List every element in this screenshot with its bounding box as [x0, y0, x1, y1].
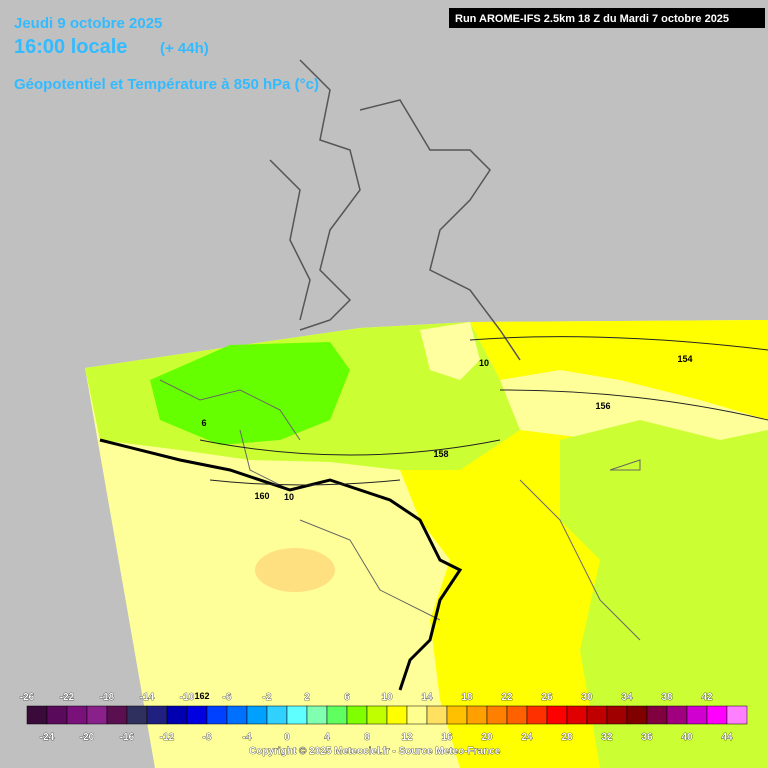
scale-label: -22: [60, 692, 75, 703]
lead-time: (+ 44h): [160, 40, 209, 57]
scale-label: 30: [581, 692, 593, 703]
scale-cell: [86, 705, 108, 725]
scale-label: 22: [501, 692, 513, 703]
scale-cell: [66, 705, 88, 725]
scale-cell: [566, 705, 588, 725]
scale-cell: [546, 705, 568, 725]
scale-cell: [526, 705, 548, 725]
scale-cell: [386, 705, 408, 725]
scale-cell: [626, 705, 648, 725]
scale-cell: [246, 705, 268, 725]
scale-cell: [306, 705, 328, 725]
scale-label: -8: [203, 732, 212, 743]
contour-label: 160: [254, 491, 269, 501]
contour-label: 162: [194, 691, 209, 701]
scale-cell: [346, 705, 368, 725]
scale-cell: [606, 705, 628, 725]
scale-cell: [446, 705, 468, 725]
scale-cell: [166, 705, 188, 725]
scale-cell: [426, 705, 448, 725]
scale-label: 34: [621, 692, 633, 703]
isohypse: [199, 336, 768, 486]
temp-zone-lime-e: [560, 420, 768, 768]
temp-zone-green: [150, 342, 350, 445]
scale-label: 0: [284, 732, 290, 743]
run-box: [449, 8, 765, 28]
temp-zone-warm: [255, 548, 335, 592]
scale-label: 4: [324, 732, 330, 743]
scale-label: -16: [120, 732, 135, 743]
scale-label: 2: [304, 692, 310, 703]
scale-label: 44: [721, 732, 733, 743]
run-info: Run AROME-IFS 2.5km 18 Z du Mardi 7 octo…: [455, 13, 729, 25]
scale-label: 20: [481, 732, 493, 743]
scale-label: 36: [641, 732, 653, 743]
scale-label: -2: [263, 692, 272, 703]
time: 16:00 locale: [14, 36, 127, 58]
scale-label: -20: [80, 732, 95, 743]
scale-label: -12: [160, 732, 175, 743]
contour-label: 10: [284, 492, 294, 502]
scale-label: 14: [421, 692, 433, 703]
scale-cell: [126, 705, 148, 725]
contour-label: 10: [479, 358, 489, 368]
scale-cell: [186, 705, 208, 725]
scale-cell: [226, 705, 248, 725]
scale-label: 24: [521, 732, 533, 743]
scale-cell: [46, 705, 68, 725]
scale-cell: [466, 705, 488, 725]
scale-cell: [666, 705, 688, 725]
contour-label: 154: [677, 354, 692, 364]
scale-cell: [326, 705, 348, 725]
scale-label: 38: [661, 692, 673, 703]
scale-cell: [706, 705, 728, 725]
scale-label: 26: [541, 692, 553, 703]
scale-cell: [726, 705, 748, 725]
scale-label: 12: [401, 732, 413, 743]
date: Jeudi 9 octobre 2025: [14, 15, 162, 32]
scale-cell: [646, 705, 668, 725]
scale-label: -14: [140, 692, 155, 703]
scale-label: -18: [100, 692, 115, 703]
scale-cell: [266, 705, 288, 725]
scale-label: -24: [40, 732, 55, 743]
scale-label: 16: [441, 732, 453, 743]
scale-label: 42: [701, 692, 713, 703]
scale-cell: [506, 705, 528, 725]
scale-label: -4: [243, 732, 252, 743]
contour-label: 6: [201, 418, 206, 428]
scale-label: 10: [381, 692, 393, 703]
scale-cell: [106, 705, 128, 725]
scale-label: 32: [601, 732, 613, 743]
scale-label: 8: [364, 732, 370, 743]
scale-cell: [366, 705, 388, 725]
scale-cell: [26, 705, 48, 725]
coastline: [269, 59, 521, 361]
scale-label: -10: [180, 692, 195, 703]
borders: [159, 379, 641, 641]
contour-label: 158: [433, 449, 448, 459]
scale-cell: [486, 705, 508, 725]
scale-cell: [286, 705, 308, 725]
temp-zone-pale-n: [420, 322, 480, 380]
copyright: Copyright © 2025 Meteociel.fr - Source M…: [249, 746, 501, 757]
contour-label: 156: [595, 401, 610, 411]
scale-cell: [686, 705, 708, 725]
field: Géopotentiel et Température à 850 hPa (°…: [14, 76, 319, 93]
scale-label: 18: [461, 692, 473, 703]
scale-label: 28: [561, 732, 573, 743]
scale-label: -6: [223, 692, 232, 703]
scale-cell: [146, 705, 168, 725]
temp-zone-yellow-n: [470, 320, 768, 420]
scale-cell: [206, 705, 228, 725]
scale-label: 40: [681, 732, 693, 743]
scale-cell: [406, 705, 428, 725]
coastline-bold: [99, 438, 463, 691]
scale-cell: [586, 705, 608, 725]
scale-label: -26: [20, 692, 35, 703]
scale-label: 6: [344, 692, 350, 703]
